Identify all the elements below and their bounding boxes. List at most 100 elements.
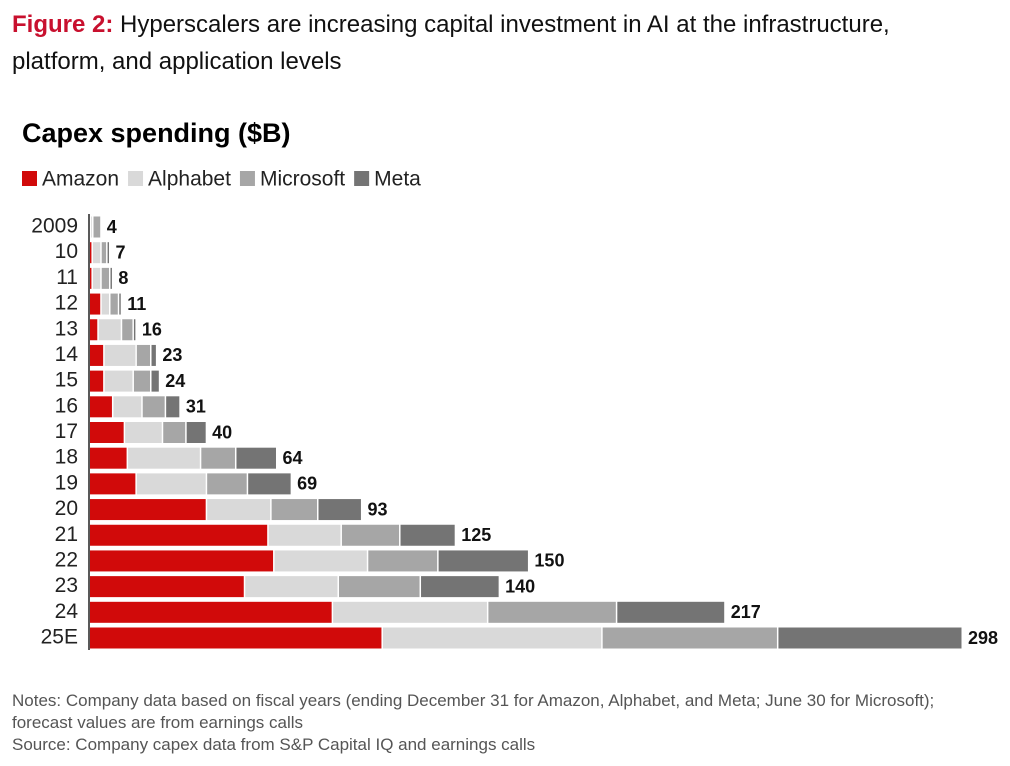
y-tick-label: 14 [55,343,79,366]
legend-label: Amazon [42,168,119,191]
bar-segment [90,550,274,572]
bar-segment [101,293,110,315]
y-tick-label: 20 [55,497,78,520]
bar-segment [368,550,438,572]
bar-segment [113,396,142,418]
bar-segment [236,447,276,469]
bar-segment [268,524,341,546]
y-tick-label: 15 [55,369,78,392]
y-tick-label: 24 [55,600,79,623]
bar-segment [104,370,133,392]
bar-segment [400,524,455,546]
bar-segment [98,319,121,341]
y-tick-label: 17 [55,420,78,443]
bar-segment [90,422,124,443]
bar-segment [163,422,186,443]
total-label: 4 [107,217,117,237]
total-label: 31 [186,397,206,417]
y-tick-label: 10 [55,240,78,263]
total-label: 140 [505,576,535,596]
bar-segment [91,216,93,238]
chart-title: Hyperscalers are increasing capital inve… [12,11,890,75]
legend-swatch [239,171,255,186]
bar-segment [101,242,107,264]
chart-subtitle: Capex spending ($B) [22,118,291,148]
bar-segment [133,370,151,392]
bar-segment [119,293,121,315]
total-label: 11 [127,294,146,314]
bar-segment [90,344,104,366]
legend-swatch [128,171,144,186]
total-label: 69 [297,474,317,494]
bar-segment [382,627,602,649]
bar-segment [207,473,247,495]
bar-segment [142,396,165,418]
y-tick-label: 22 [55,548,78,571]
bar-segment [90,601,332,623]
bar-segment [274,550,367,572]
bar-segment [90,242,92,264]
bar-segment [90,370,104,392]
bar-segment [136,473,206,495]
notes: Notes: Company data based on fiscal year… [12,690,997,756]
y-tick-label: 11 [56,266,78,289]
bar-segment [186,422,206,443]
legend-swatch [354,171,370,186]
total-label: 24 [165,371,185,391]
y-tick-label: 12 [55,292,78,315]
bar-segment [90,627,382,649]
total-label: 150 [534,551,564,571]
legend-label: Meta [374,168,421,191]
total-label: 93 [367,499,387,519]
bar-segment [92,242,101,264]
bar-segment [421,576,499,598]
bar-segment [93,216,101,238]
bar-segment [201,447,235,469]
bar-segment [248,473,291,495]
bar-segment [90,396,112,418]
bar-segment [617,601,725,623]
bar-segment [438,550,528,572]
bar-segment [90,499,206,521]
header: Figure 2: Hyperscalers are increasing ca… [12,6,912,80]
bar-segment [125,422,162,443]
bar-segment [151,344,156,366]
bar-segment [122,319,133,341]
bar-segment [128,447,200,469]
y-tick-label: 13 [55,317,78,340]
total-label: 16 [142,320,162,340]
y-tick-label: 2009 [31,215,78,238]
total-label: 7 [116,242,126,262]
figure-label: Figure 2: [12,11,114,38]
bar-segment [151,370,159,392]
notes-text: Notes: Company data based on fiscal year… [12,691,935,732]
legend-swatch [22,171,37,186]
bar-segment [90,293,101,315]
bar-segment [207,499,271,521]
bar-segment [90,524,268,546]
bar-segment [110,293,118,315]
bar-segment [92,267,101,289]
bar-segment [778,627,962,649]
bar-segment [341,524,400,546]
bar-segment [488,601,616,623]
bar-segment [136,344,151,366]
y-tick-label: 21 [55,523,78,546]
bar-segment [107,242,110,264]
bar-segment [271,499,318,521]
bar-segment [602,627,777,649]
bar-segment [339,576,420,598]
total-label: 40 [212,422,232,442]
bar-segment [333,601,487,623]
y-tick-label: 18 [55,446,78,469]
bar-segment [90,267,92,289]
y-tick-label: 25E [41,626,78,649]
total-label: 298 [968,628,998,648]
bar-segment [318,499,361,521]
bar-segment [166,396,180,418]
total-label: 125 [461,525,491,545]
total-label: 217 [731,602,761,622]
bar-segment [245,576,338,598]
